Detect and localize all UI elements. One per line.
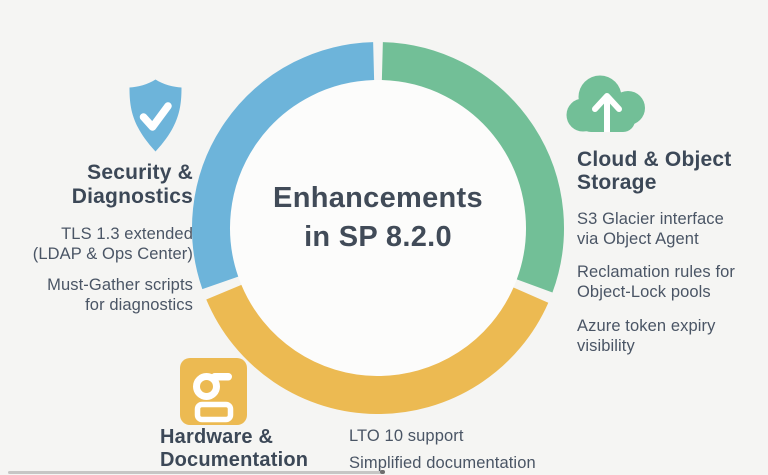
section-security-diagnostics: Security & Diagnostics TLS 1.3 extended … — [0, 161, 193, 315]
section-cloud-object-storage: Cloud & Object Storage S3 Glacier interf… — [577, 148, 768, 356]
slide-title: Enhancements in SP 8.2.0 — [273, 182, 483, 253]
video-playhead[interactable] — [380, 470, 385, 474]
donut-segment-yellow — [206, 284, 549, 414]
hardware-item: LTO 10 support — [349, 427, 464, 445]
section-hardware-documentation: LTO 10 support Simplified documentation — [349, 427, 536, 473]
cloud-item: S3 Glacier interface via Object Agent — [577, 210, 724, 248]
hardware-heading: Hardware & Documentation — [160, 426, 309, 471]
hardware-item: Simplified documentation — [349, 453, 536, 472]
tape-drive-icon — [180, 358, 247, 425]
donut-segment-green — [381, 42, 564, 293]
donut-chart-svg — [192, 42, 564, 414]
cloud-item: Azure token expiry visibility — [577, 317, 716, 355]
security-item: Must-Gather scripts for diagnostics — [47, 276, 193, 314]
donut-inner-circle — [230, 80, 526, 376]
donut-segment-blue — [192, 42, 375, 290]
upload-arrow — [592, 93, 622, 132]
cloud-item: Reclamation rules for Object-Lock pools — [577, 263, 735, 301]
security-item: TLS 1.3 extended (LDAP & Ops Center) — [32, 225, 193, 263]
check-mark — [139, 102, 172, 131]
donut-chart — [188, 38, 568, 418]
cloud-upload-icon — [566, 75, 645, 132]
security-heading: Security & Diagnostics — [71, 161, 193, 208]
cloud-heading: Cloud & Object Storage — [577, 148, 732, 194]
video-progress-line[interactable] — [8, 471, 381, 474]
shield-check-icon — [129, 79, 182, 152]
